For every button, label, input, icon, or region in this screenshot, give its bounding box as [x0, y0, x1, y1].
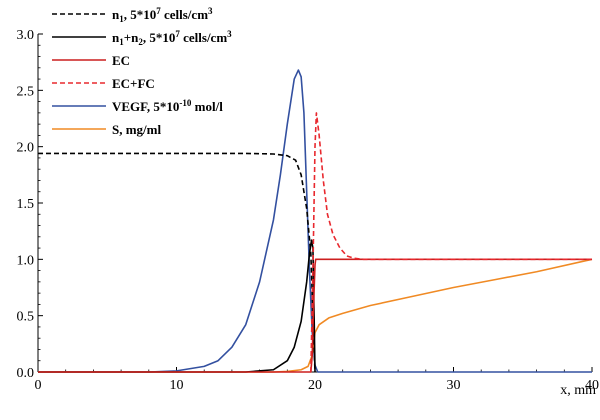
axes: 0 10 20 30 40 0.0 0.5 1.0 1.5 2.0 2.5 3.0	[17, 28, 600, 393]
x-tick-label: 30	[447, 378, 461, 393]
y-tick-label: 0.0	[17, 366, 35, 381]
series-line-n1	[38, 152, 316, 373]
x-axis-label: x, mm	[560, 383, 596, 398]
y-tick-label: 0.5	[17, 310, 35, 325]
legend: n1, 5*107 cells/cm3 n1+n2, 5*107 cells/cm…	[52, 6, 232, 137]
legend-label-n1: n1, 5*107 cells/cm3	[112, 6, 213, 24]
x-tick-label: 20	[308, 378, 322, 393]
y-tick-label: 1.5	[17, 197, 35, 212]
y-tick-label: 1.0	[17, 253, 35, 268]
series-line-ecfc	[310, 112, 592, 373]
legend-label-s: S, mg/ml	[112, 122, 162, 137]
x-tick-label: 40	[585, 378, 599, 393]
series-layer	[38, 69, 593, 373]
legend-label-ec: EC	[112, 53, 130, 68]
legend-label-ecfc: EC+FC	[112, 76, 155, 91]
series-line-n1n2	[38, 239, 316, 373]
legend-label-n1n2: n1+n2, 5*107 cells/cm3	[112, 29, 232, 47]
y-tick-label: 3.0	[17, 28, 35, 43]
y-tick-label: 2.5	[17, 84, 35, 99]
y-tick-label: 2.0	[17, 141, 35, 156]
x-tick-label: 10	[170, 378, 184, 393]
legend-label-vegf: VEGF, 5*10-10 mol/l	[112, 98, 223, 114]
x-tick-label: 0	[35, 378, 42, 393]
series-line-s	[38, 258, 593, 373]
